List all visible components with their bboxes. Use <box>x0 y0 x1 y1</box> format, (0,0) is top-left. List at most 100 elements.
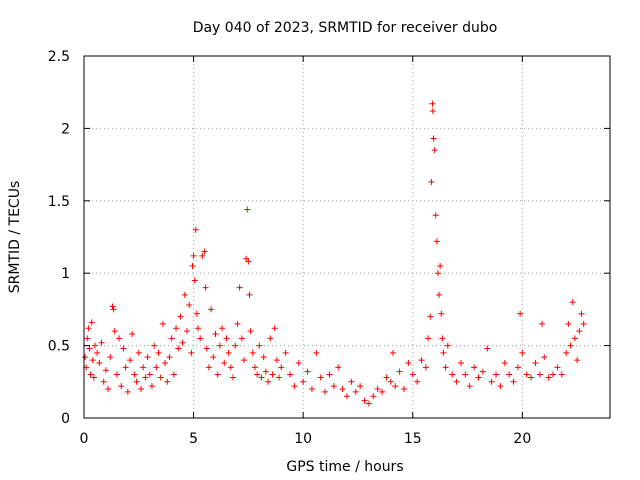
data-point <box>127 357 134 364</box>
data-point <box>84 335 91 342</box>
data-point <box>89 357 96 364</box>
data-point <box>339 386 346 393</box>
data-point <box>414 378 421 385</box>
data-point <box>148 383 155 390</box>
data-point <box>330 383 337 390</box>
data-point <box>212 331 219 338</box>
data-point <box>335 364 342 371</box>
data-point <box>541 354 548 361</box>
data-point <box>238 335 245 342</box>
data-point <box>578 310 585 317</box>
data-point <box>245 258 252 265</box>
data-point <box>219 325 226 332</box>
data-point <box>98 339 105 346</box>
data-point <box>352 388 359 395</box>
data-point <box>276 374 283 381</box>
data-point <box>170 371 177 378</box>
data-point <box>184 328 191 335</box>
data-point <box>379 388 386 395</box>
data-point <box>396 368 403 375</box>
data-point <box>523 371 530 378</box>
data-point <box>282 349 289 356</box>
data-point <box>113 371 120 378</box>
data-point <box>164 378 171 385</box>
data-point <box>370 393 377 400</box>
data-point <box>258 374 265 381</box>
data-point <box>256 342 263 349</box>
data-point <box>493 371 500 378</box>
data-point <box>348 378 355 385</box>
data-point <box>565 320 572 327</box>
data-point <box>153 364 160 371</box>
data-point <box>317 374 324 381</box>
data-point <box>214 371 221 378</box>
data-point <box>545 374 552 381</box>
x-tick-label: 15 <box>404 431 422 447</box>
data-point <box>110 306 117 313</box>
y-tick-label: 1 <box>61 266 70 282</box>
data-point <box>432 212 439 219</box>
x-tick-label: 10 <box>294 431 312 447</box>
data-point <box>431 147 438 154</box>
data-point <box>86 345 93 352</box>
data-points <box>82 100 587 407</box>
data-point <box>567 342 574 349</box>
data-point <box>273 357 280 364</box>
data-point <box>365 400 372 407</box>
data-point <box>221 359 228 366</box>
data-point <box>193 310 200 317</box>
data-point <box>387 378 394 385</box>
y-axis-title: SRMTID / TECUs <box>7 181 23 294</box>
data-point <box>444 342 451 349</box>
data-point <box>510 378 517 385</box>
data-point <box>87 371 94 378</box>
data-point <box>223 335 230 342</box>
data-point <box>166 354 173 361</box>
data-point <box>91 342 98 349</box>
data-point <box>428 178 435 185</box>
x-axis-title: GPS time / hours <box>286 459 403 475</box>
data-point <box>189 262 196 269</box>
data-point <box>159 320 166 327</box>
data-point <box>484 345 491 352</box>
data-point <box>392 383 399 390</box>
data-point <box>262 368 269 375</box>
data-point <box>120 345 127 352</box>
data-point <box>501 359 508 366</box>
data-point <box>313 349 320 356</box>
data-point <box>442 364 449 371</box>
data-point <box>357 383 364 390</box>
data-point <box>247 328 254 335</box>
data-point <box>90 374 97 381</box>
data-point <box>151 342 158 349</box>
data-point <box>295 359 302 366</box>
y-tick-label: 1.5 <box>48 194 70 210</box>
grid <box>84 56 610 418</box>
data-point <box>539 320 546 327</box>
data-point <box>88 319 95 326</box>
data-point <box>177 313 184 320</box>
data-point <box>265 378 272 385</box>
y-tick-label: 0 <box>61 411 70 427</box>
data-point <box>457 359 464 366</box>
data-point <box>96 359 103 366</box>
data-point <box>405 359 412 366</box>
data-point <box>528 374 535 381</box>
data-point <box>409 371 416 378</box>
data-point <box>105 386 112 393</box>
data-point <box>436 291 443 298</box>
data-point <box>475 374 482 381</box>
data-point <box>197 335 204 342</box>
data-point <box>430 135 437 142</box>
data-point <box>210 354 217 361</box>
data-point <box>308 386 315 393</box>
data-point <box>287 371 294 378</box>
data-point <box>244 206 251 213</box>
data-point <box>199 252 206 259</box>
data-point <box>225 349 232 356</box>
data-point <box>146 371 153 378</box>
data-point <box>453 378 460 385</box>
data-point <box>94 349 101 356</box>
data-point <box>205 364 212 371</box>
data-point <box>269 371 276 378</box>
